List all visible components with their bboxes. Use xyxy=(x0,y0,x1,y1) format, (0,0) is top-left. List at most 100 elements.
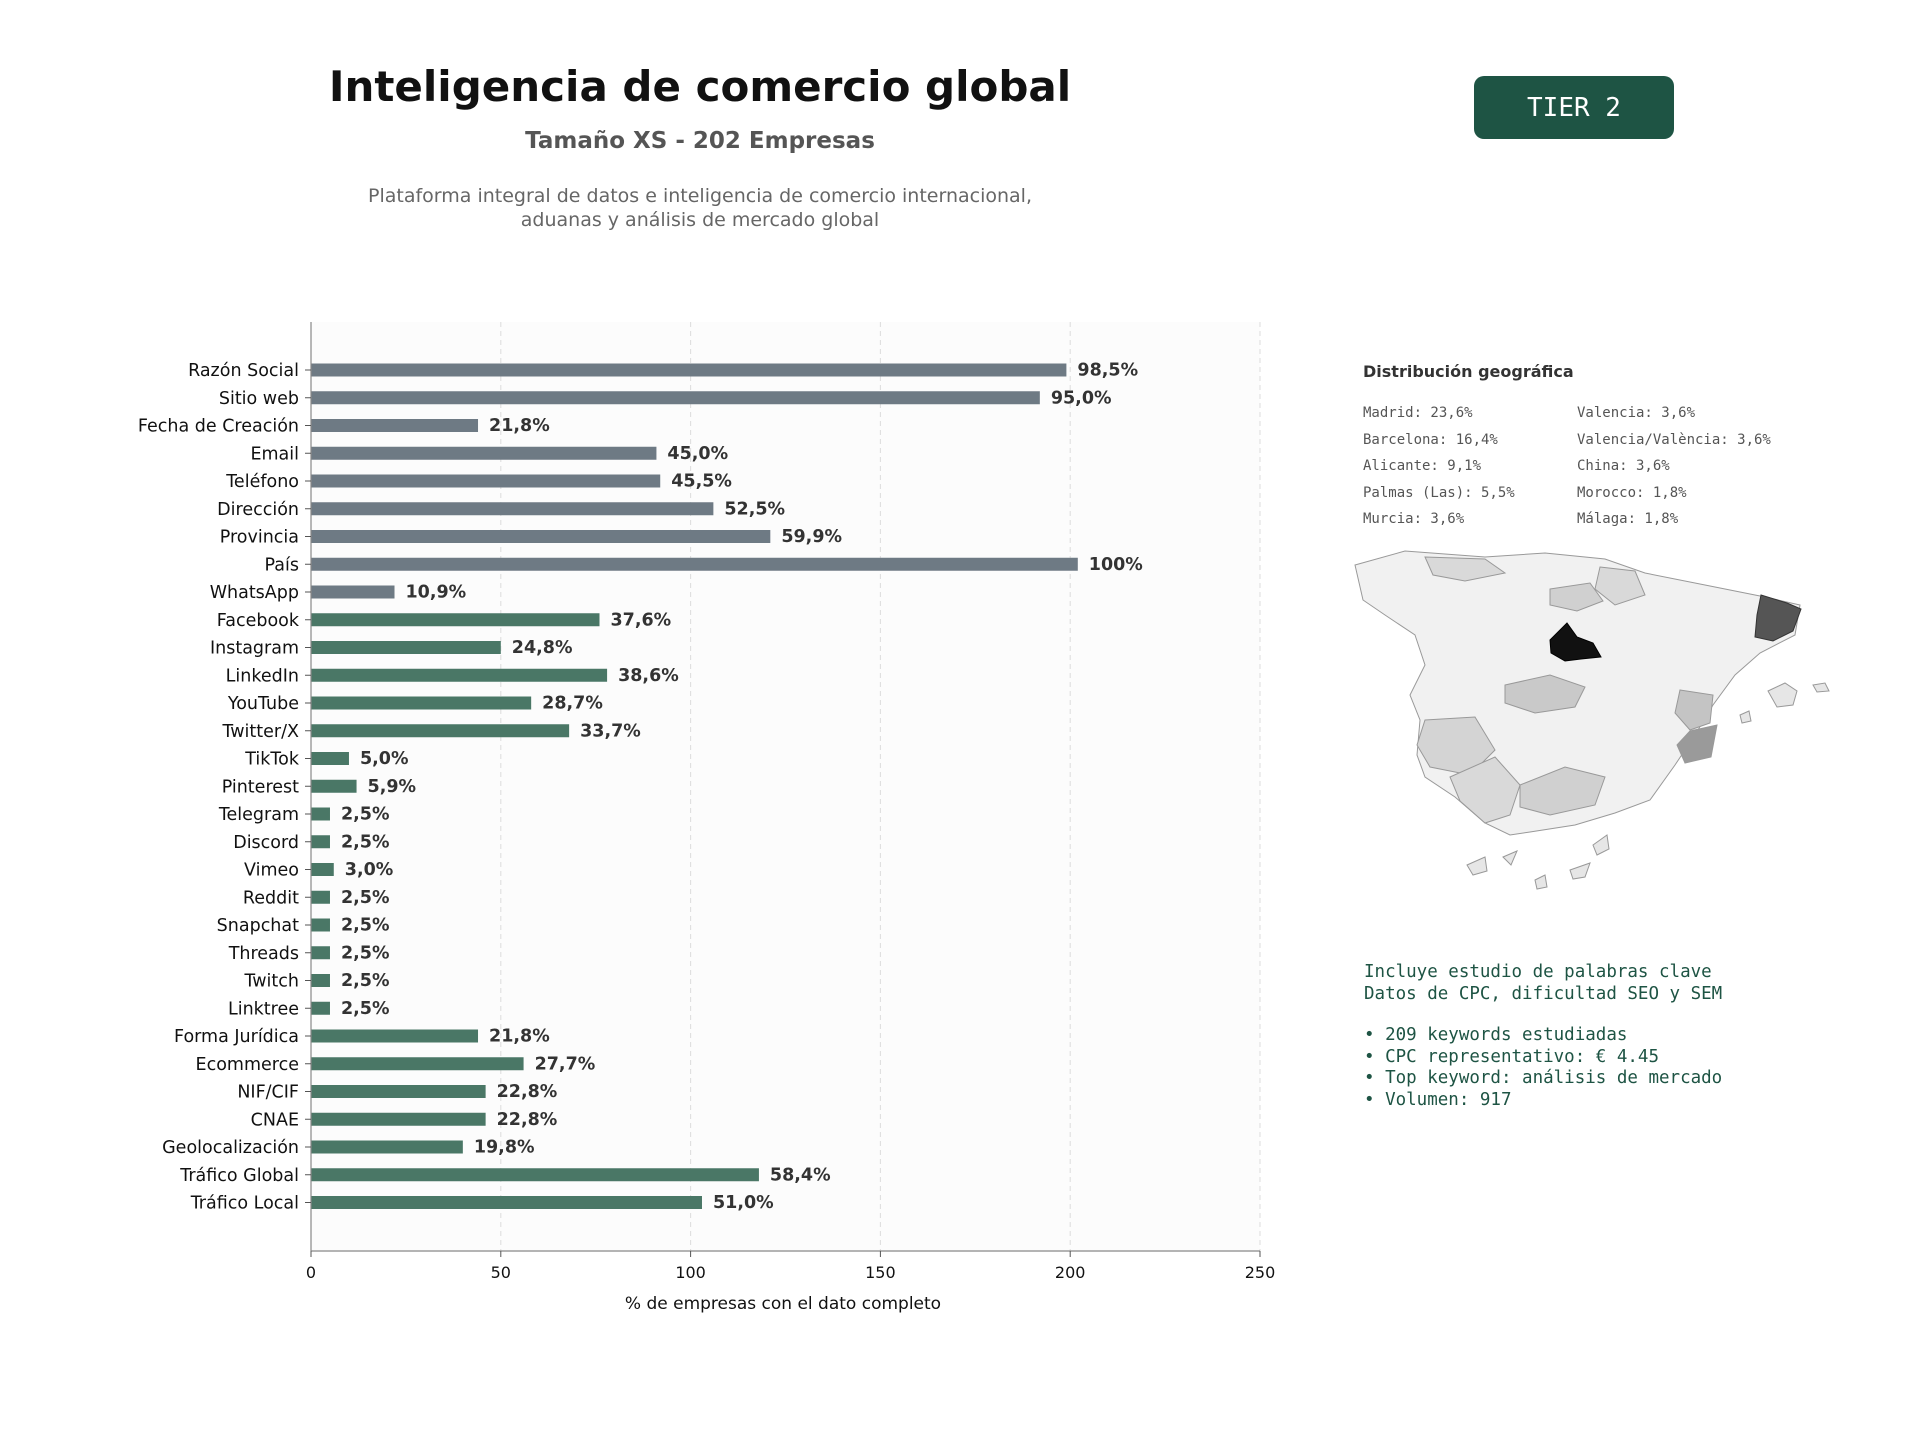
category-label: Discord xyxy=(233,833,299,853)
bar xyxy=(311,724,570,738)
category-label: Facebook xyxy=(217,611,300,631)
keyword-bullet: • CPC representativo: € 4.45 xyxy=(1364,1046,1660,1067)
map-region-leon xyxy=(1549,582,1604,612)
geo-list-left: Madrid: 23,6% Barcelona: 16,4% Alicante:… xyxy=(1363,400,1515,533)
value-label: 5,0% xyxy=(360,749,409,769)
bar xyxy=(311,1085,486,1098)
map-canary-4 xyxy=(1569,862,1591,880)
category-label: Sitio web xyxy=(219,389,299,409)
category-label: NIF/CIF xyxy=(237,1083,299,1103)
category-label: Vimeo xyxy=(244,861,299,881)
map-balearic-menorca xyxy=(1812,682,1830,693)
category-label: Fecha de Creación xyxy=(138,417,299,437)
value-label: 24,8% xyxy=(512,638,573,658)
description-line: Plataforma integral de datos e inteligen… xyxy=(367,185,1033,207)
bar xyxy=(311,752,349,765)
value-label: 27,7% xyxy=(535,1054,596,1074)
bar xyxy=(311,363,1067,377)
bar xyxy=(311,946,330,960)
category-label: TikTok xyxy=(244,750,300,770)
keyword-bullet: • Top keyword: análisis de mercado xyxy=(1364,1068,1723,1088)
bar xyxy=(311,641,501,654)
geo-item: Morocco: 1,8% xyxy=(1577,484,1687,501)
category-label: Snapchat xyxy=(217,916,299,936)
bar xyxy=(311,391,1040,405)
value-label: 58,4% xyxy=(770,1165,831,1185)
keywords-intro-line: Datos de CPC, dificultad SEO y SEM xyxy=(1364,983,1723,1004)
map-region-andalucia-west xyxy=(1449,756,1521,824)
bar xyxy=(311,974,330,987)
map-region-alicante xyxy=(1676,724,1718,764)
page-description: Plataforma integral de datos e inteligen… xyxy=(240,184,1160,232)
value-label: 5,9% xyxy=(368,777,417,797)
bar xyxy=(311,696,532,710)
map-region-barcelona xyxy=(1754,594,1802,642)
geo-item: Madrid: 23,6% xyxy=(1363,405,1473,421)
value-label: 2,5% xyxy=(341,888,390,908)
bar xyxy=(311,474,661,488)
map-region-north xyxy=(1424,556,1507,582)
bar xyxy=(311,1112,486,1126)
map-region-navarra xyxy=(1594,566,1646,606)
tier-badge: TIER 2 xyxy=(1474,76,1674,139)
category-label: Tráfico Global xyxy=(179,1166,299,1186)
page-subtitle: Tamaño XS - 202 Empresas xyxy=(525,128,875,154)
bar xyxy=(311,1196,702,1209)
x-tick-label: 150 xyxy=(865,1263,896,1282)
value-label: 10,9% xyxy=(406,583,467,603)
value-label: 45,0% xyxy=(667,444,728,464)
value-label: 2,5% xyxy=(341,999,390,1019)
map-balearic-ibiza xyxy=(1739,710,1752,724)
category-label: YouTube xyxy=(227,694,299,714)
bar xyxy=(311,1029,479,1043)
map-region-madrid xyxy=(1549,622,1602,662)
category-label: Provincia xyxy=(220,528,299,548)
value-label: 52,5% xyxy=(724,499,785,519)
x-tick-label: 50 xyxy=(491,1263,511,1282)
category-label: Threads xyxy=(228,944,299,964)
value-label: 51,0% xyxy=(713,1193,774,1213)
category-label: Telegram xyxy=(218,805,299,825)
value-label: 2,5% xyxy=(341,916,390,936)
x-axis-label: % de empresas con el dato completo xyxy=(625,1294,941,1314)
category-label: Twitter/X xyxy=(221,722,299,742)
geo-item: Málaga: 1,8% xyxy=(1577,511,1679,527)
value-label: 28,7% xyxy=(542,694,603,714)
category-label: Tráfico Local xyxy=(190,1194,299,1214)
value-label: 98,5% xyxy=(1077,361,1138,381)
geo-item: Valencia: 3,6% xyxy=(1577,405,1696,421)
x-tick-label: 0 xyxy=(306,1263,316,1282)
bar xyxy=(311,918,330,932)
geo-item: Palmas (Las): 5,5% xyxy=(1363,484,1515,501)
bar xyxy=(311,668,608,682)
x-tick-label: 200 xyxy=(1055,1263,1086,1282)
geo-item: Alicante: 9,1% xyxy=(1363,458,1482,474)
bar xyxy=(311,446,657,460)
category-label: Teléfono xyxy=(225,472,299,492)
page-title: Inteligencia de comercio global xyxy=(328,62,1072,111)
category-label: Email xyxy=(250,444,299,464)
bar xyxy=(311,890,330,904)
bar xyxy=(311,419,479,432)
x-tick-label: 100 xyxy=(675,1263,706,1282)
category-label: Linktree xyxy=(228,999,299,1019)
value-label: 22,8% xyxy=(497,1110,558,1130)
category-label: Razón Social xyxy=(188,361,299,381)
value-label: 100% xyxy=(1089,555,1143,575)
keyword-bullet: • 209 keywords estudiadas xyxy=(1364,1025,1628,1045)
plot-background xyxy=(311,322,1260,1251)
value-labels: 98,5% 95,0% 21,8% 45,0% 45,5% 52,5% 59,9% 100% 1… xyxy=(341,361,1143,1214)
map-canary-3 xyxy=(1534,874,1548,890)
value-label: 95,0% xyxy=(1051,388,1112,408)
chart-bars xyxy=(311,363,1078,1209)
geo-item: China: 3,6% xyxy=(1577,458,1670,474)
geo-item: Barcelona: 16,4% xyxy=(1363,431,1498,448)
category-label: Ecommerce xyxy=(196,1055,299,1075)
description-line: aduanas y análisis de mercado global xyxy=(520,209,880,231)
category-label: Dirección xyxy=(217,500,299,520)
bar xyxy=(311,1057,524,1071)
bar xyxy=(311,1001,330,1015)
map-region-andalucia-east xyxy=(1519,766,1606,816)
bar xyxy=(311,530,771,543)
keywords-box: Incluye estudio de palabras clave Datos d… xyxy=(1364,962,1722,1111)
